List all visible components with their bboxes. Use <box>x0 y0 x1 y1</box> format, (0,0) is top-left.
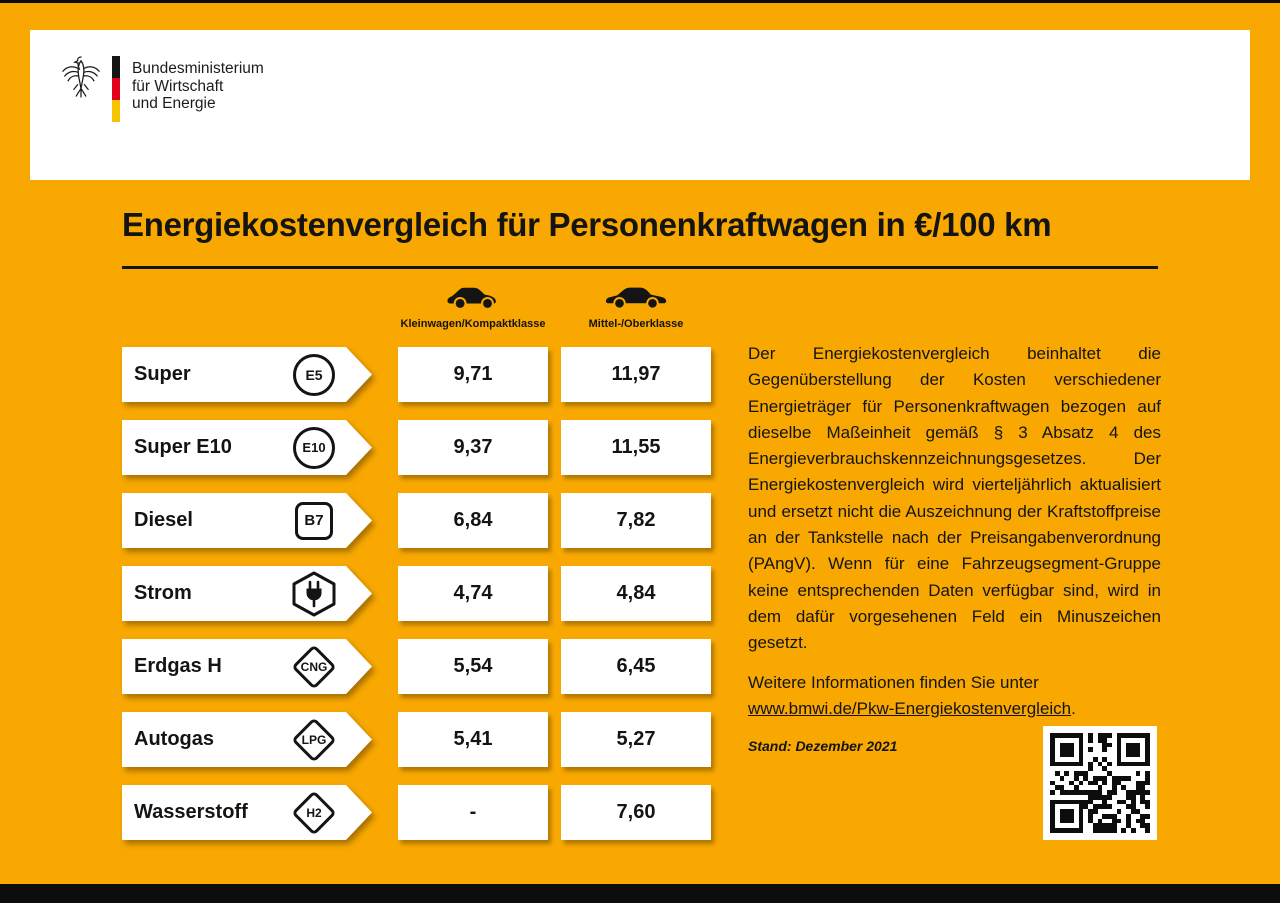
table-row-diesel: Diesel B7 6,84 7,82 <box>0 493 1280 548</box>
fuel-label: Strom <box>134 582 192 604</box>
table-row-autogas: Autogas LPG 5,41 5,27 <box>0 712 1280 767</box>
top-border <box>0 0 1280 3</box>
compact-car-icon <box>447 287 496 310</box>
stand-date: Stand: Dezember 2021 <box>748 738 898 755</box>
info-paragraph: Der Energiekostenvergleich beinhaltet di… <box>748 344 1161 653</box>
fuel-label: Diesel <box>134 509 193 531</box>
page-title: Energiekostenvergleich für Personenkraft… <box>122 206 1052 243</box>
ministry-line-3: und Energie <box>132 95 216 112</box>
value-cell: 4,74 <box>398 566 548 621</box>
federal-eagle-icon <box>62 56 100 98</box>
fuel-arrow: Diesel B7 <box>122 493 372 548</box>
sedan-car-icon <box>605 287 667 310</box>
value-cell: 5,54 <box>398 639 548 694</box>
badge-circle-shape: E10 <box>293 427 335 469</box>
title-underline <box>122 266 1158 269</box>
column-header-compact: Kleinwagen/Kompaktklasse <box>398 284 548 330</box>
fuel-badge-electric <box>290 570 338 618</box>
energy-comparison-link[interactable]: www.bmwi.de/Pkw-Energiekostenvergleich <box>748 698 1072 718</box>
badge-circle-shape: E5 <box>293 354 335 396</box>
flag-black <box>112 56 120 78</box>
fuel-arrow: Super E5 <box>122 347 372 402</box>
value-cell: 9,37 <box>398 420 548 475</box>
bottom-border <box>0 884 1280 903</box>
more-info-prefix: Weitere Informationen finden Sie unter <box>748 672 1039 692</box>
value-cell: 5,41 <box>398 712 548 767</box>
table-row-super: Super E5 9,71 11,97 <box>0 347 1280 402</box>
fuel-label: Wasserstoff <box>134 801 248 823</box>
value-cell: 5,27 <box>561 712 711 767</box>
fuel-label: Super E10 <box>134 436 232 458</box>
value-cell: 6,45 <box>561 639 711 694</box>
fuel-label: Autogas <box>134 728 214 750</box>
fuel-badge-e5: E5 <box>290 351 338 399</box>
column-label: Mittel-/Oberklasse <box>588 318 684 330</box>
more-info-text: Weitere Informationen finden Sie unter w… <box>748 670 1161 723</box>
badge-text: CNG <box>300 659 328 674</box>
fuel-arrow: Strom <box>122 566 372 621</box>
value-cell: 9,71 <box>398 347 548 402</box>
header-band: Bundesministerium für Wirtschaft und Ene… <box>30 30 1250 180</box>
fuel-arrow: Autogas LPG <box>122 712 372 767</box>
value-cell: 7,60 <box>561 785 711 840</box>
value-cell: - <box>398 785 548 840</box>
ministry-line-2: für Wirtschaft <box>132 77 224 95</box>
value-cell: 11,97 <box>561 347 711 402</box>
ministry-logo: Bundesministerium für Wirtschaft und Ene… <box>60 52 264 122</box>
fuel-arrow: Super E10 E10 <box>122 420 372 475</box>
value-cell: 11,55 <box>561 420 711 475</box>
fuel-badge-lpg: LPG <box>290 716 338 764</box>
table-row-strom: Strom 4,74 4,84 <box>0 566 1280 621</box>
table-row-erdgas: Erdgas H CNG 5,54 6,45 <box>0 639 1280 694</box>
column-label: Kleinwagen/Kompaktklasse <box>400 318 546 330</box>
electric-plug-badge <box>290 570 338 618</box>
table-row-super-e10: Super E10 E10 9,37 11,55 <box>0 420 1280 475</box>
flag-red <box>112 78 120 100</box>
fuel-badge-b7: B7 <box>290 497 338 545</box>
flag-stripe <box>112 56 120 122</box>
ministry-name: Bundesministerium für Wirtschaft und Ene… <box>132 52 264 113</box>
badge-square-shape: B7 <box>295 502 333 540</box>
flag-gold <box>112 100 120 122</box>
fuel-label: Super <box>134 363 191 385</box>
value-cell: 7,82 <box>561 493 711 548</box>
badge-text: H2 <box>306 805 322 820</box>
badge-text: LPG <box>301 732 327 747</box>
qr-code <box>1043 726 1157 840</box>
fuel-arrow: Wasserstoff H2 <box>122 785 372 840</box>
fuel-badge-cng: CNG <box>290 643 338 691</box>
plug-icon <box>307 582 322 606</box>
info-column: Der Energiekostenvergleich beinhaltet di… <box>748 341 1161 754</box>
table-row-wasserstoff: Wasserstoff H2 - 7,60 <box>0 785 1280 840</box>
fuel-label: Erdgas H <box>134 655 222 677</box>
value-cell: 6,84 <box>398 493 548 548</box>
column-header-midsize: Mittel-/Oberklasse <box>561 284 711 330</box>
fuel-arrow: Erdgas H CNG <box>122 639 372 694</box>
value-cell: 4,84 <box>561 566 711 621</box>
fuel-badge-e10: E10 <box>290 424 338 472</box>
fuel-badge-h2: H2 <box>290 789 338 837</box>
ministry-line-1: Bundesministerium <box>132 60 264 77</box>
link-period: . <box>1071 698 1076 718</box>
